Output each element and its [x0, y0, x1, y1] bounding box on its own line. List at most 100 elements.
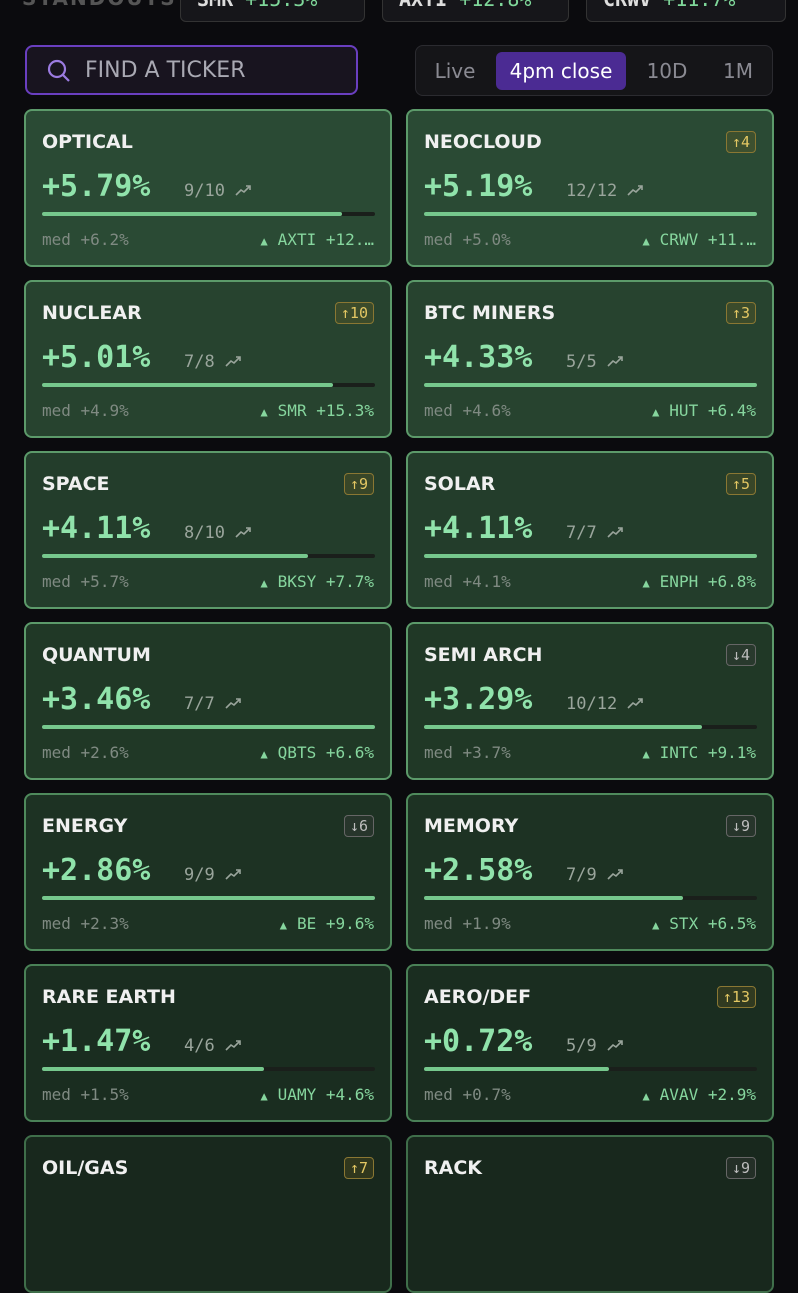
leader-ticker: AXTI +12.… [277, 230, 374, 249]
breadth-track [42, 896, 375, 900]
breadth-track [42, 554, 375, 558]
median: med +2.3% [42, 914, 129, 933]
up-arrow: ▲ [260, 405, 268, 419]
leader-ticker: BE +9.6% [296, 914, 374, 933]
standout-chip[interactable]: CRWV +11.7% [586, 0, 786, 22]
leader-ticker: CRWV +11.… [659, 230, 756, 249]
breadth-bar [42, 212, 342, 216]
sector-card[interactable]: SPACE ↑9 +4.11% 8/10 med +5.7% ▲ BKSY +7.7% [24, 451, 392, 609]
rank-badge: ↓4 [725, 644, 756, 666]
breadth-up: 12 [566, 181, 587, 201]
leader-ticker: SMR +15.3% [277, 401, 374, 420]
sector-change: +4.11% [424, 511, 533, 546]
median: med +6.2% [42, 230, 129, 249]
breadth-separator: / [194, 181, 205, 201]
tab[interactable]: 4pm close [496, 52, 626, 90]
up-arrow: ▲ [642, 576, 650, 590]
sector-name: NUCLEAR [42, 302, 142, 324]
median-value: +3.7% [462, 743, 511, 762]
median-value: +1.9% [462, 914, 511, 933]
breadth-up: 7 [184, 352, 195, 372]
sector-name: RARE EARTH [42, 986, 176, 1008]
median-label: med [424, 914, 453, 933]
rank-badge: ↑9 [343, 473, 374, 495]
chip-ticker: SMR [197, 0, 233, 11]
breadth-track [42, 383, 375, 387]
rank-badge: ↓9 [725, 1157, 756, 1179]
sector-card[interactable]: RACK ↓9 [406, 1135, 774, 1293]
breadth-bar [424, 212, 757, 216]
sector-name: QUANTUM [42, 644, 151, 666]
trend-icon [225, 1040, 241, 1051]
sector-change: +1.47% [42, 1024, 151, 1059]
sector-card[interactable]: AERO/DEF ↑13 +0.72% 5/9 med +0.7% ▲ AVAV +2.9% [406, 964, 774, 1122]
sector-name: OPTICAL [42, 131, 133, 153]
breadth-track [424, 383, 757, 387]
up-arrow: ▲ [260, 1089, 268, 1103]
breadth-total: 9 [586, 1036, 597, 1056]
sector-card[interactable]: RARE EARTH +1.47% 4/6 med +1.5% ▲ UAMY +4.6% [24, 964, 392, 1122]
sector-card[interactable]: OPTICAL +5.79% 9/10 med +6.2% ▲ AXTI +12.… [24, 109, 392, 267]
standout-chip[interactable]: AXTI +12.8% [382, 0, 569, 22]
sector-card[interactable]: QUANTUM +3.46% 7/7 med +2.6% ▲ QBTS +6.6% [24, 622, 392, 780]
standout-chip[interactable]: SMR +15.3% [180, 0, 365, 22]
sector-name: MEMORY [424, 815, 519, 837]
median-value: +4.9% [80, 401, 129, 420]
sector-card[interactable]: BTC MINERS ↑3 +4.33% 5/5 med +4.6% ▲ HUT +6.4% [406, 280, 774, 438]
sector-card[interactable]: SOLAR ↑5 +4.11% 7/7 med +4.1% ▲ ENPH +6.8% [406, 451, 774, 609]
median-label: med [42, 230, 71, 249]
chip-change: +15.3% [245, 0, 317, 11]
breadth-separator: / [194, 1036, 205, 1056]
leader: ▲ BKSY +7.7% [260, 572, 374, 591]
median: med +2.6% [42, 743, 129, 762]
breadth-bar [42, 554, 309, 558]
sector-change: +5.79% [42, 169, 151, 204]
leader-ticker: INTC +9.1% [659, 743, 756, 762]
up-arrow: ▲ [260, 576, 268, 590]
sector-name: SOLAR [424, 473, 496, 495]
sector-card[interactable]: ENERGY ↓6 +2.86% 9/9 med +2.3% ▲ BE +9.6% [24, 793, 392, 951]
search-box[interactable]: FIND A TICKER [25, 45, 358, 95]
trend-icon [235, 185, 251, 196]
leader: ▲ CRWV +11.… [642, 230, 756, 249]
tab[interactable]: 10D [646, 59, 688, 83]
breadth-total: 7 [586, 523, 597, 543]
breadth-track [424, 554, 757, 558]
breadth: 4/6 [184, 1036, 243, 1056]
sector-name: OIL/GAS [42, 1157, 129, 1179]
median: med +4.6% [424, 401, 511, 420]
sector-card[interactable]: SEMI ARCH ↓4 +3.29% 10/12 med +3.7% ▲ INTC +9.… [406, 622, 774, 780]
up-arrow: ▲ [652, 918, 660, 932]
sector-card[interactable]: MEMORY ↓9 +2.58% 7/9 med +1.9% ▲ STX +6.5% [406, 793, 774, 951]
rank-badge: ↑4 [725, 131, 756, 153]
breadth-bar [424, 896, 683, 900]
leader: ▲ UAMY +4.6% [260, 1085, 374, 1104]
sector-card[interactable]: NEOCLOUD ↑4 +5.19% 12/12 med +5.0% ▲ CRWV +11.… [406, 109, 774, 267]
median: med +1.9% [424, 914, 511, 933]
leader-ticker: UAMY +4.6% [277, 1085, 374, 1104]
leader-ticker: AVAV +2.9% [659, 1085, 756, 1104]
breadth-up: 9 [184, 865, 195, 885]
leader-ticker: BKSY +7.7% [277, 572, 374, 591]
breadth-separator: / [194, 352, 205, 372]
tab[interactable]: Live [434, 59, 476, 83]
breadth-track [42, 1067, 375, 1071]
rank-badge: ↑10 [334, 302, 374, 324]
sector-card[interactable]: NUCLEAR ↑10 +5.01% 7/8 med +4.9% ▲ SMR +15.3% [24, 280, 392, 438]
sector-card[interactable]: OIL/GAS ↑7 [24, 1135, 392, 1293]
sector-name: ENERGY [42, 815, 128, 837]
screen: STANDOUTS SMR+15.3%AXTI+12.8%CRWV+11.7% … [22, 0, 786, 1293]
trend-icon [607, 356, 623, 367]
trend-icon [225, 698, 241, 709]
breadth-up: 7 [184, 694, 195, 714]
up-arrow: ▲ [642, 747, 650, 761]
median-label: med [42, 1085, 71, 1104]
breadth-separator: / [194, 523, 205, 543]
breadth-track [424, 725, 757, 729]
rank-badge: ↑3 [725, 302, 756, 324]
breadth-bar [424, 383, 757, 387]
breadth-up: 8 [184, 523, 195, 543]
rank-badge: ↓9 [725, 815, 756, 837]
trend-icon [607, 527, 623, 538]
tab[interactable]: 1M [723, 59, 753, 83]
